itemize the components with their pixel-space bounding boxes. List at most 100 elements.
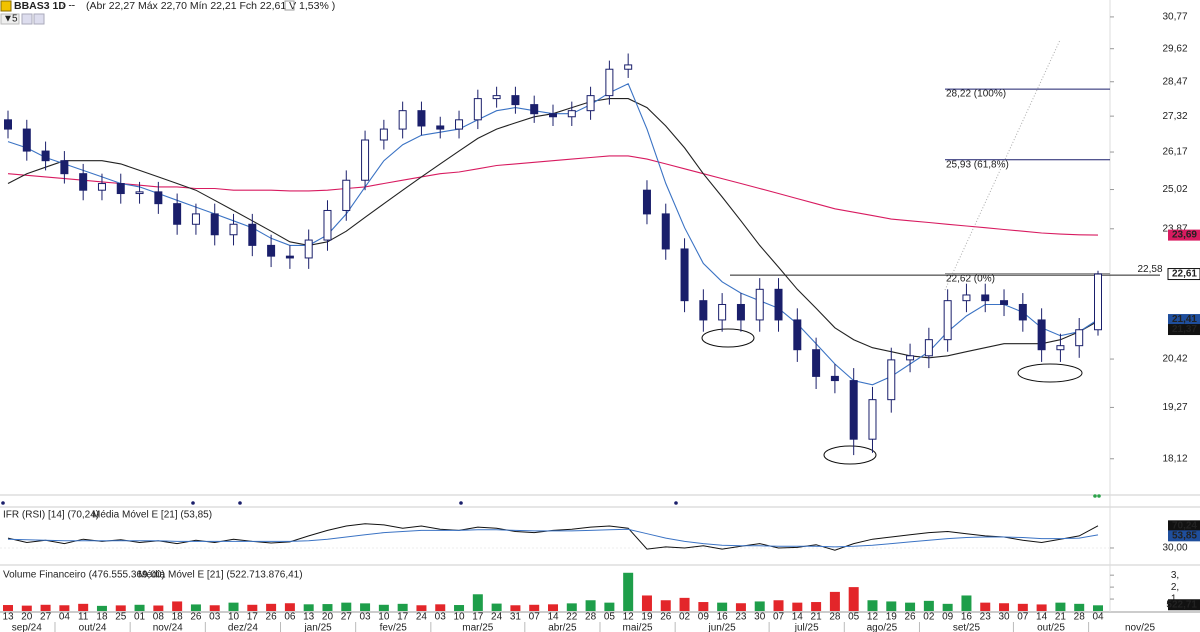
x-tick-label: 06 <box>284 612 296 623</box>
candle-body <box>455 119 464 130</box>
volume-subtitle: Média Móvel E [21] (522.713.876,41) <box>138 570 303 581</box>
x-tick-label: 20 <box>21 612 33 623</box>
x-tick-label: 03 <box>435 612 447 623</box>
y-tick-label: 29,62 <box>1162 43 1187 54</box>
month-label: nov/25 <box>1125 623 1155 632</box>
candle-body <box>868 399 877 440</box>
candle-body <box>1094 273 1102 331</box>
x-tick-label: 01 <box>134 612 146 623</box>
volume-bar <box>942 603 953 611</box>
x-tick-label: 02 <box>679 612 691 623</box>
x-tick-label: 26 <box>905 612 917 623</box>
volume-bar <box>566 603 577 611</box>
volume-bar <box>604 602 615 611</box>
volume-bar <box>134 604 145 611</box>
x-tick-label: 26 <box>190 612 202 623</box>
x-tick-label: 24 <box>491 612 503 623</box>
candle-body <box>661 213 670 250</box>
event-dot[interactable] <box>459 501 463 505</box>
candle-body <box>79 173 88 191</box>
event-dot[interactable] <box>191 501 195 505</box>
candle-body <box>210 213 219 236</box>
month-label: jun/25 <box>708 623 737 632</box>
month-label: set/25 <box>953 623 981 632</box>
bottom-ellipse[interactable] <box>823 445 877 465</box>
candle-body <box>116 183 125 195</box>
volume-bar <box>623 572 634 611</box>
event-dot[interactable] <box>1097 494 1101 498</box>
x-tick-label: 30 <box>754 612 766 623</box>
volume-bar <box>792 602 803 611</box>
volume-bar <box>172 601 183 611</box>
volume-bar <box>1055 602 1066 611</box>
x-tick-label: 16 <box>961 612 973 623</box>
candle-body <box>379 128 388 141</box>
y-tick-label: 18,12 <box>1162 453 1187 464</box>
event-dot[interactable] <box>674 501 678 505</box>
x-tick-label: 23 <box>735 612 747 623</box>
volume-bar <box>303 604 314 611</box>
interval-box[interactable] <box>0 13 20 25</box>
candle-body <box>774 288 783 321</box>
bottom-ellipse[interactable] <box>1017 363 1083 383</box>
value-tag-label: 522,71 <box>1166 599 1197 610</box>
value-tag <box>1168 530 1200 542</box>
volume-bar <box>491 603 502 611</box>
volume-bar <box>416 605 427 611</box>
candle-body <box>1037 319 1046 351</box>
value-tag-label: 70,24 <box>1172 520 1197 531</box>
quote: (Abr 22,27 Máx 22,70 Mín 22,21 Fch 22,61… <box>86 0 335 12</box>
event-dot[interactable] <box>1 501 5 505</box>
x-tick-label: 28 <box>585 612 597 623</box>
volume-bar <box>78 603 89 611</box>
bottom-ellipse[interactable] <box>701 328 755 348</box>
x-tick-label: 03 <box>209 612 221 623</box>
month-label: fev/25 <box>380 623 408 632</box>
candle-body <box>473 98 482 121</box>
header-icons[interactable]: ◦ ╌ <box>62 0 76 12</box>
candle-body <box>97 183 106 191</box>
event-dot[interactable] <box>238 501 242 505</box>
value-tag-label: 22,61 <box>1172 269 1197 280</box>
volume-bar <box>811 602 822 611</box>
x-tick-label: 12 <box>623 612 635 623</box>
value-tag-label: 21,37 <box>1172 324 1197 335</box>
indicator-subtitle: Média Móvel E [21] (53,85) <box>92 510 212 521</box>
x-tick-label: 10 <box>228 612 240 623</box>
candle-body <box>887 359 896 401</box>
add-button[interactable] <box>284 0 295 11</box>
volume-bar <box>153 605 164 611</box>
x-tick-label: 20 <box>322 612 334 623</box>
candle-body <box>323 209 332 241</box>
volume-bar <box>641 595 652 611</box>
volume-bar <box>660 600 671 611</box>
x-tick-label: 24 <box>416 612 428 623</box>
x-tick-label: 22 <box>566 612 578 623</box>
event-dot[interactable] <box>1093 494 1097 498</box>
x-tick-label: 17 <box>247 612 259 623</box>
volume-bar <box>341 602 352 611</box>
candle-body <box>1075 329 1084 347</box>
x-tick-label: 10 <box>378 612 390 623</box>
y-tick-label: 3, <box>1171 570 1179 581</box>
tool-icon[interactable] <box>33 13 45 25</box>
x-tick-label: 13 <box>303 612 315 623</box>
month-label: ago/25 <box>867 623 898 632</box>
x-tick-label: 27 <box>40 612 52 623</box>
volume-bar <box>848 587 859 611</box>
trend-line[interactable] <box>944 39 1061 291</box>
volume-bar <box>679 597 690 611</box>
x-tick-label: 05 <box>604 612 616 623</box>
horizontal-line-label: 22,58 <box>1137 264 1162 275</box>
value-tag <box>1167 268 1200 281</box>
candle-body <box>41 150 50 162</box>
x-tick-label: 05 <box>848 612 860 623</box>
candle-body <box>906 355 915 361</box>
candle-body <box>60 160 69 175</box>
x-tick-label: 12 <box>867 612 879 623</box>
value-tag-label: 53,85 <box>1172 530 1197 541</box>
month-label: out/25 <box>1037 623 1065 632</box>
tool-icon[interactable] <box>21 13 33 25</box>
x-tick-label: 31 <box>510 612 522 623</box>
candle-body <box>530 104 539 115</box>
